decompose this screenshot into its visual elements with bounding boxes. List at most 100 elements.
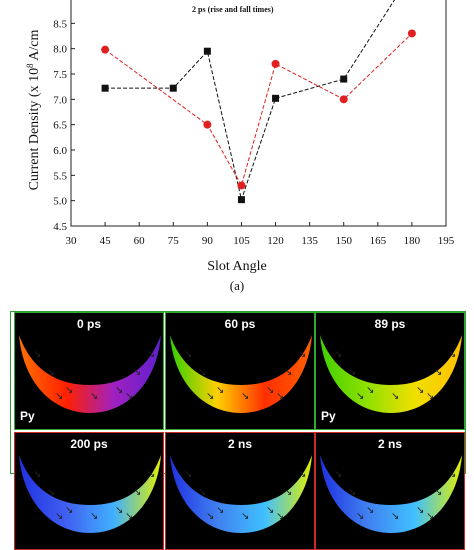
spin-arrow-icon: ↘ — [276, 391, 284, 402]
spin-arrow-icon: ↘ — [426, 391, 434, 402]
crescent-shape — [320, 335, 462, 413]
spin-arrow-icon: ↘ — [366, 385, 374, 396]
x-tick-label: 45 — [100, 235, 112, 247]
spin-arrow-icon: ↘ — [366, 505, 374, 516]
spin-arrow-icon: ↘ — [434, 487, 442, 498]
x-axis-title: Slot Angle — [207, 259, 267, 274]
chart-annotation: 2 ps (rise and fall times) — [192, 5, 274, 14]
current-density-chart: 30 45 60 75 90 105 120 135 150 165 180 195 4.5 5.0 5.… — [25, 0, 455, 293]
magnetization-map: ↘↘↘↘↘↘↘↘ ↘ — [19, 335, 161, 413]
y-tick-label: 4.5 — [53, 221, 67, 233]
x-tick-label: 165 — [370, 235, 387, 247]
spin-arrow-icon: ↘ — [434, 367, 442, 378]
spin-arrow-icon: ↘ — [147, 469, 155, 480]
y-tick-label: 5.0 — [53, 196, 67, 208]
spin-arrow-icon: ↘ — [348, 367, 356, 378]
y-axis-title-unit: A/cm — [27, 29, 42, 63]
series-1-point — [272, 94, 280, 102]
spin-arrow-icon: ↘ — [298, 469, 306, 480]
spin-arrow-icon: ↘ — [33, 349, 41, 360]
spin-arrow-icon: ↘ — [266, 385, 274, 396]
spin-arrow-icon: ↘ — [216, 505, 224, 516]
spin-arrow-icon: ↘ — [65, 505, 73, 516]
series-1-point — [340, 75, 348, 83]
spin-arrow-icon: ↘ — [133, 367, 141, 378]
x-tick-label: 195 — [438, 235, 455, 247]
spin-arrow-icon: ↘ — [426, 511, 434, 522]
snapshot-tile: ↘ ↘ ↘ ↘ ↘ ↘ ↘ ↘ ↘ 0 ps Py — [14, 312, 164, 430]
series-1-line — [105, 0, 395, 202]
snapshot-time-label: 60 ps — [224, 317, 256, 331]
spin-arrow-icon: ↘ — [206, 511, 214, 522]
y-axis-title: Current Density (x 108 A/cm — [25, 29, 42, 190]
spin-arrow-icon: ↘ — [334, 349, 342, 360]
spin-arrow-icon: ↘ — [206, 391, 214, 402]
spin-arrow-icon: ↘ — [115, 385, 123, 396]
x-tick-label: 120 — [267, 235, 284, 247]
snapshot-tile: ↘ ↘ ↘ ↘ ↘ ↘ ↘ ↘ ↘ 60 ps — [165, 312, 315, 430]
spin-arrow-icon: ↘ — [284, 487, 292, 498]
plot-frame — [70, 0, 447, 227]
spin-arrow-icon: ↘ — [125, 511, 133, 522]
y-axis-title-main: Current Density (x 10 — [27, 68, 42, 190]
snapshot-tile: ↘ ↘ ↘ ↘ ↘ ↘ ↘ ↘ ↘ 2 ns — [315, 432, 465, 550]
series-1-point — [203, 47, 211, 55]
magnetization-snapshots-panel: ↘ ↘ ↘ ↘ ↘ ↘ ↘ ↘ ↘ 0 ps Py ↘ ↘ ↘ ↘ ↘ ↘ ↘ ↘ ↘ 60 ps ↘ ↘ ↘ ↘ ↘ ↘ ↘ ↘ ↘ 89… — [10, 311, 466, 550]
spin-arrow-icon: ↘ — [298, 349, 306, 360]
series-2-point — [203, 120, 212, 129]
series-2-point — [339, 95, 348, 104]
magnetization-map: ↘↘↘↘↘↘↘↘ ↘ — [320, 335, 462, 413]
series-layer — [101, 0, 416, 204]
spin-arrow-icon: ↘ — [198, 367, 206, 378]
spin-arrow-icon: ↘ — [356, 391, 364, 402]
spin-arrow-icon: ↘ — [90, 391, 98, 402]
y-tick-label: 6.5 — [53, 120, 67, 132]
snapshot-time-label: 89 ps — [374, 317, 406, 331]
spin-arrow-icon: ↘ — [356, 511, 364, 522]
spin-arrow-icon: ↘ — [115, 505, 123, 516]
spin-arrow-icon: ↘ — [416, 385, 424, 396]
spin-arrow-icon: ↘ — [55, 511, 63, 522]
x-axis-ticks: 30 45 60 75 90 105 120 135 150 165 180 195 — [66, 222, 455, 247]
spin-arrow-icon: ↘ — [90, 511, 98, 522]
spin-arrow-icon: ↘ — [448, 349, 456, 360]
y-axis-ticks: 4.5 5.0 5.5 6.0 6.5 7.0 7.5 8.0 8.5 — [53, 18, 75, 233]
spin-arrow-icon: ↘ — [276, 511, 284, 522]
spin-arrow-icon: ↘ — [47, 487, 55, 498]
series-2-point — [237, 181, 246, 190]
snapshot-time-label: 2 ns — [377, 437, 402, 451]
spin-arrow-icon: ↘ — [334, 469, 342, 480]
y-tick-label: 6.0 — [53, 145, 67, 157]
snapshot-tile: ↘ ↘ ↘ ↘ ↘ ↘ ↘ ↘ ↘ 2 ns — [165, 432, 315, 550]
series-2-point — [407, 29, 416, 38]
snapshot-tile: ↘ ↘ ↘ ↘ ↘ ↘ ↘ ↘ ↘ 89 ps Py — [315, 312, 465, 430]
y-tick-label: 7.0 — [53, 94, 67, 106]
x-tick-label: 150 — [335, 235, 352, 247]
snapshot-time-label: 2 ns — [227, 437, 252, 451]
series-1-point — [237, 196, 245, 204]
series-1-point — [101, 84, 109, 92]
x-tick-label: 30 — [66, 235, 78, 247]
x-tick-label: 180 — [404, 235, 421, 247]
series-2-point — [101, 45, 110, 54]
x-tick-label: 90 — [202, 235, 214, 247]
spin-arrow-icon: ↘ — [391, 511, 399, 522]
spin-arrow-icon: ↘ — [241, 391, 249, 402]
spin-arrow-icon: ↘ — [448, 469, 456, 480]
spin-arrow-icon: ↘ — [266, 505, 274, 516]
spin-arrow-icon: ↘ — [216, 385, 224, 396]
series-1-point — [169, 84, 177, 92]
spin-arrow-icon: ↘ — [184, 349, 192, 360]
spin-arrow-icon: ↘ — [133, 487, 141, 498]
y-tick-label: 7.5 — [53, 69, 67, 81]
y-tick-label: 8.0 — [53, 44, 67, 56]
spin-arrow-icon: ↘ — [47, 367, 55, 378]
x-tick-label: 60 — [134, 235, 146, 247]
layer-label: Py — [20, 409, 35, 423]
spin-arrow-icon: ↘ — [391, 391, 399, 402]
series-2-point — [271, 59, 280, 68]
snapshot-time-label: 0 ps — [76, 317, 101, 331]
series-2-line — [104, 33, 413, 187]
spin-arrow-icon: ↘ — [348, 487, 356, 498]
magnetization-map: ↘↘↘↘↘↘↘↘ ↘ — [170, 335, 312, 413]
